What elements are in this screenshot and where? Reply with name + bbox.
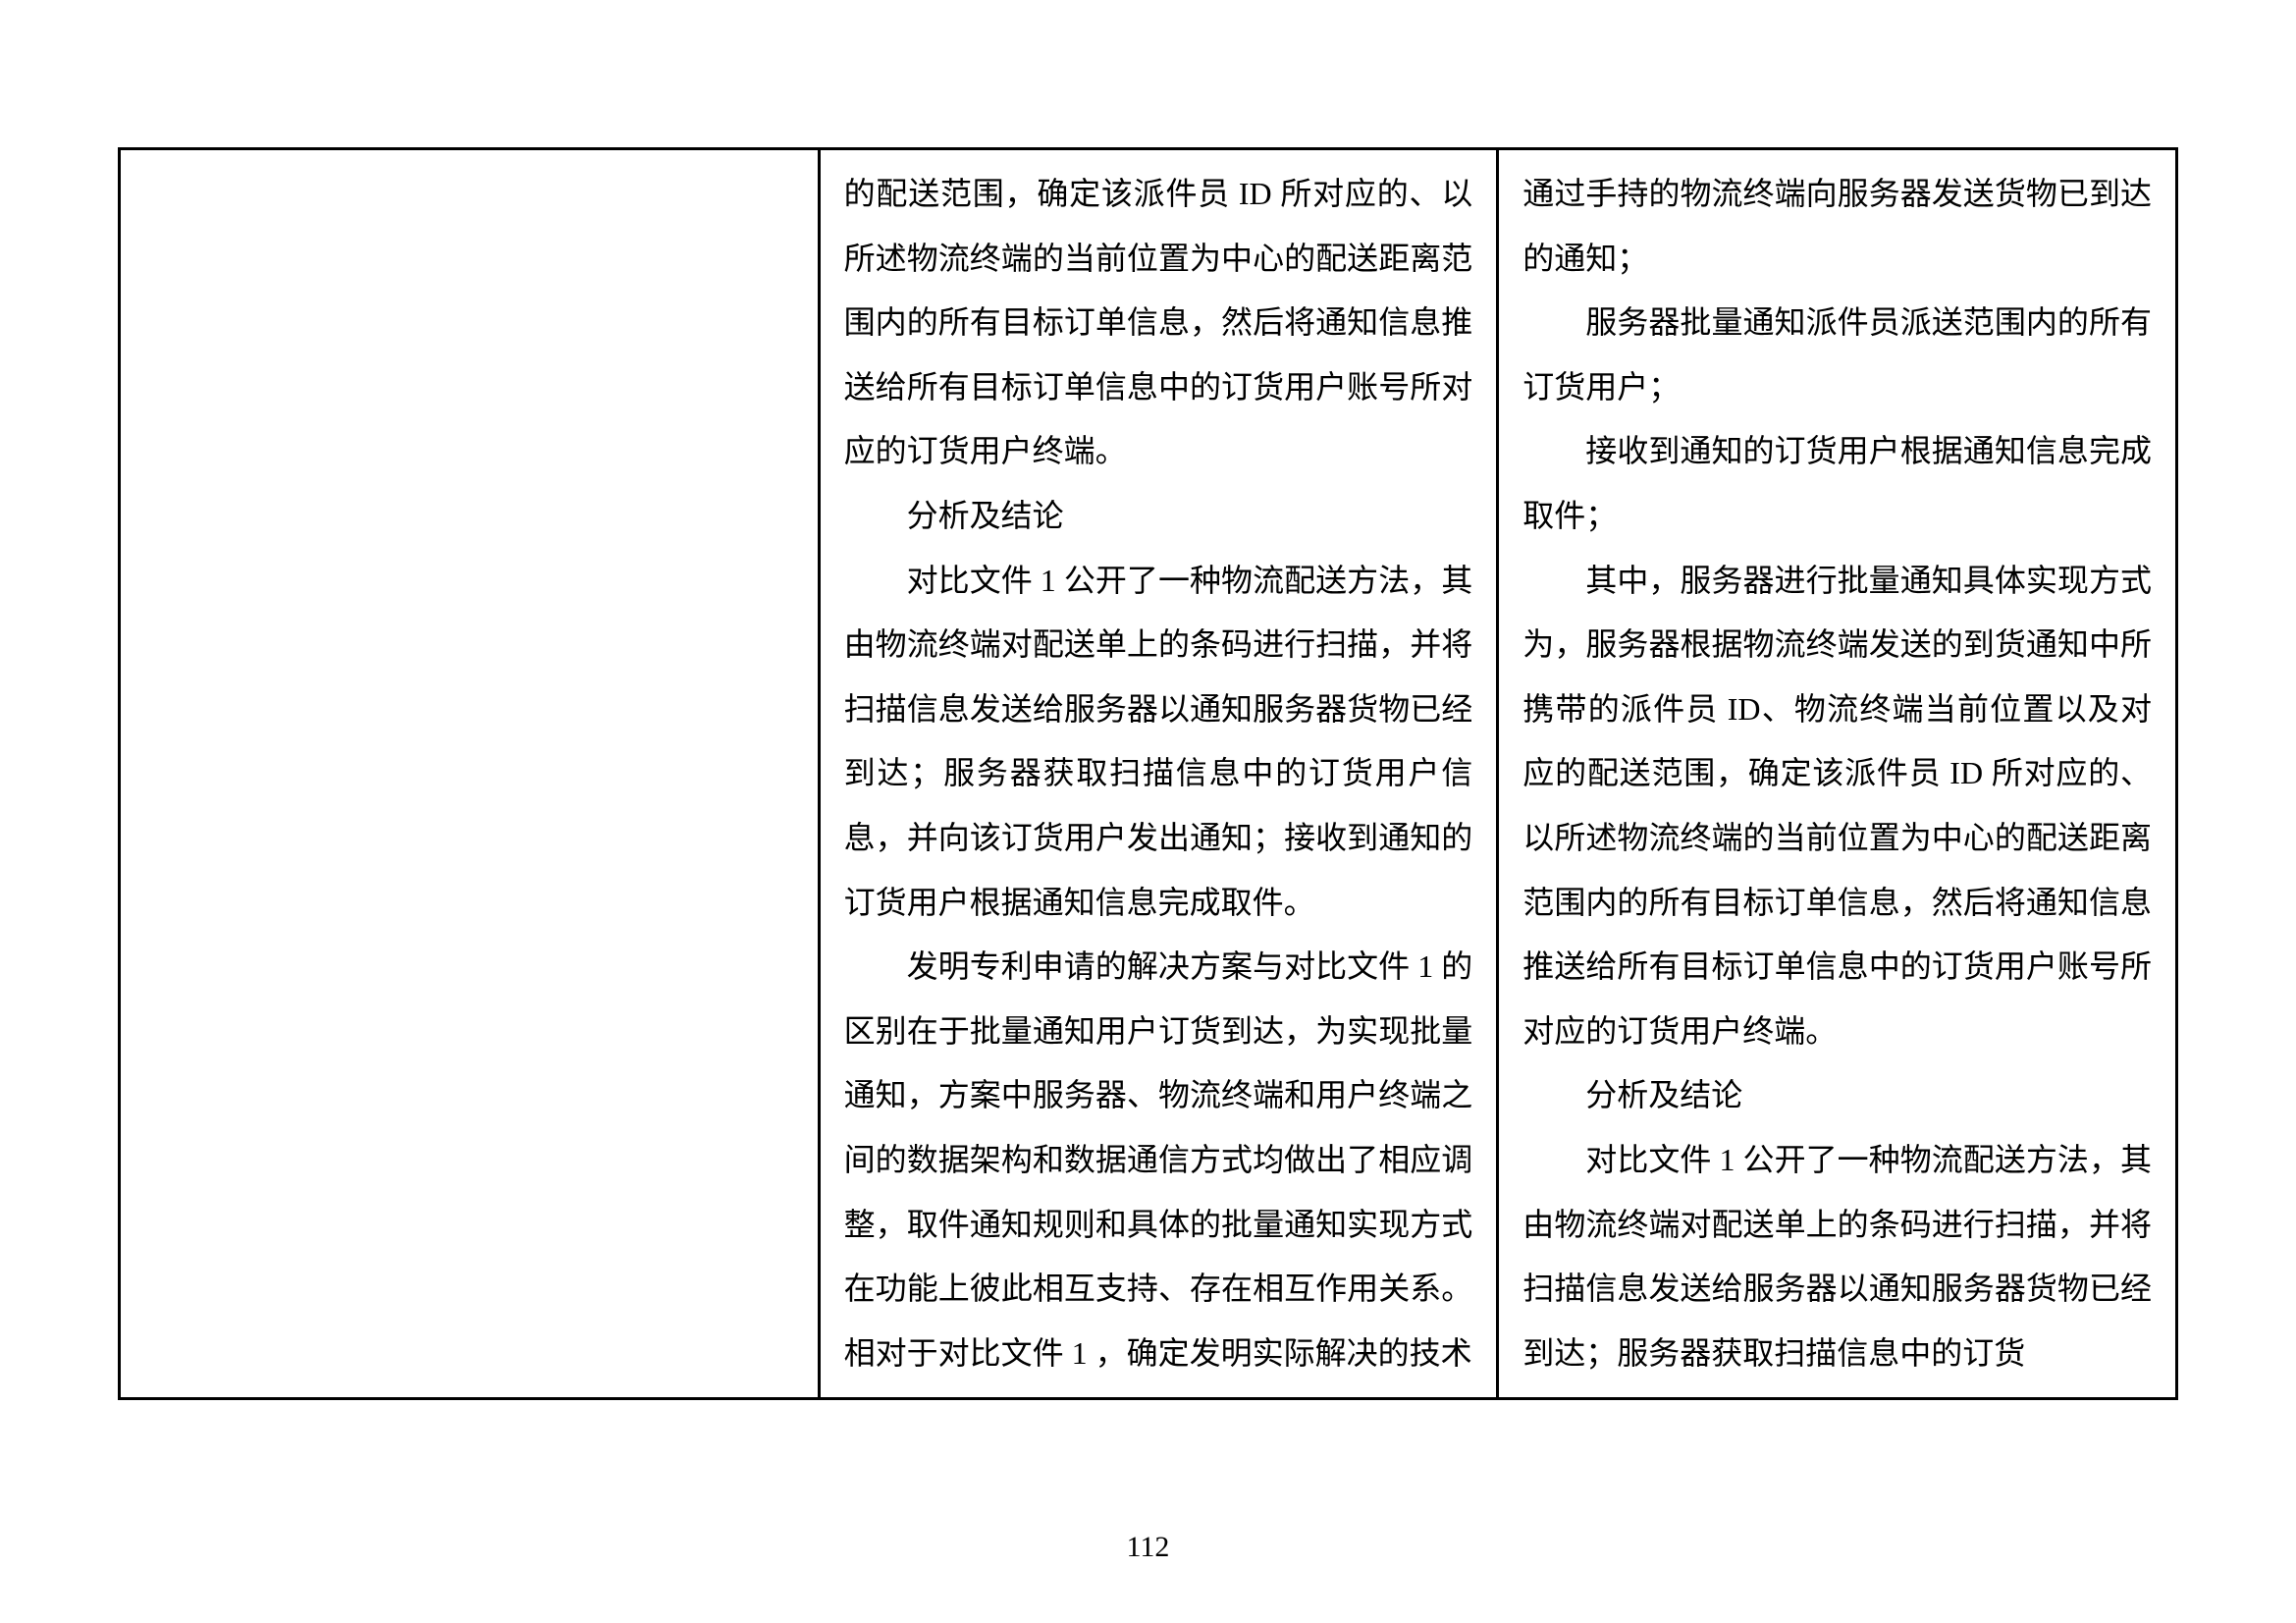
paragraph: 服务器批量通知派件员派送范围内的所有订货用户； — [1522, 291, 2152, 419]
paragraph: 分析及结论 — [1522, 1063, 2152, 1128]
paragraph: 对比文件 1 公开了一种物流配送方法，其由物流终端对配送单上的条码进行扫描，并将… — [1522, 1128, 2152, 1385]
paragraph: 的配送范围，确定该派件员 ID 所对应的、以所述物流终端的当前位置为中心的配送距… — [844, 162, 1473, 484]
paragraph: 分析及结论 — [844, 484, 1473, 549]
cell-col2: 的配送范围，确定该派件员 ID 所对应的、以所述物流终端的当前位置为中心的配送距… — [819, 149, 1498, 1399]
paragraph: 对比文件 1 公开了一种物流配送方法，其由物流终端对配送单上的条码进行扫描，并将… — [844, 549, 1473, 936]
document-table: 的配送范围，确定该派件员 ID 所对应的、以所述物流终端的当前位置为中心的配送距… — [118, 147, 2178, 1400]
paragraph: 通过手持的物流终端向服务器发送货物已到达的通知； — [1522, 162, 2152, 291]
cell-col3: 通过手持的物流终端向服务器发送货物已到达的通知；服务器批量通知派件员派送范围内的… — [1498, 149, 2177, 1399]
paragraph: 接收到通知的订货用户根据通知信息完成取件； — [1522, 419, 2152, 548]
page-number: 112 — [0, 1531, 2296, 1564]
paragraph: 发明专利申请的解决方案与对比文件 1 的区别在于批量通知用户订货到达，为实现批量… — [844, 935, 1473, 1385]
cell-col1 — [120, 149, 820, 1399]
table-row: 的配送范围，确定该派件员 ID 所对应的、以所述物流终端的当前位置为中心的配送距… — [120, 149, 2177, 1399]
paragraph: 其中，服务器进行批量通知具体实现方式为，服务器根据物流终端发送的到货通知中所携带… — [1522, 549, 2152, 1064]
page: 的配送范围，确定该派件员 ID 所对应的、以所述物流终端的当前位置为中心的配送距… — [0, 0, 2296, 1623]
